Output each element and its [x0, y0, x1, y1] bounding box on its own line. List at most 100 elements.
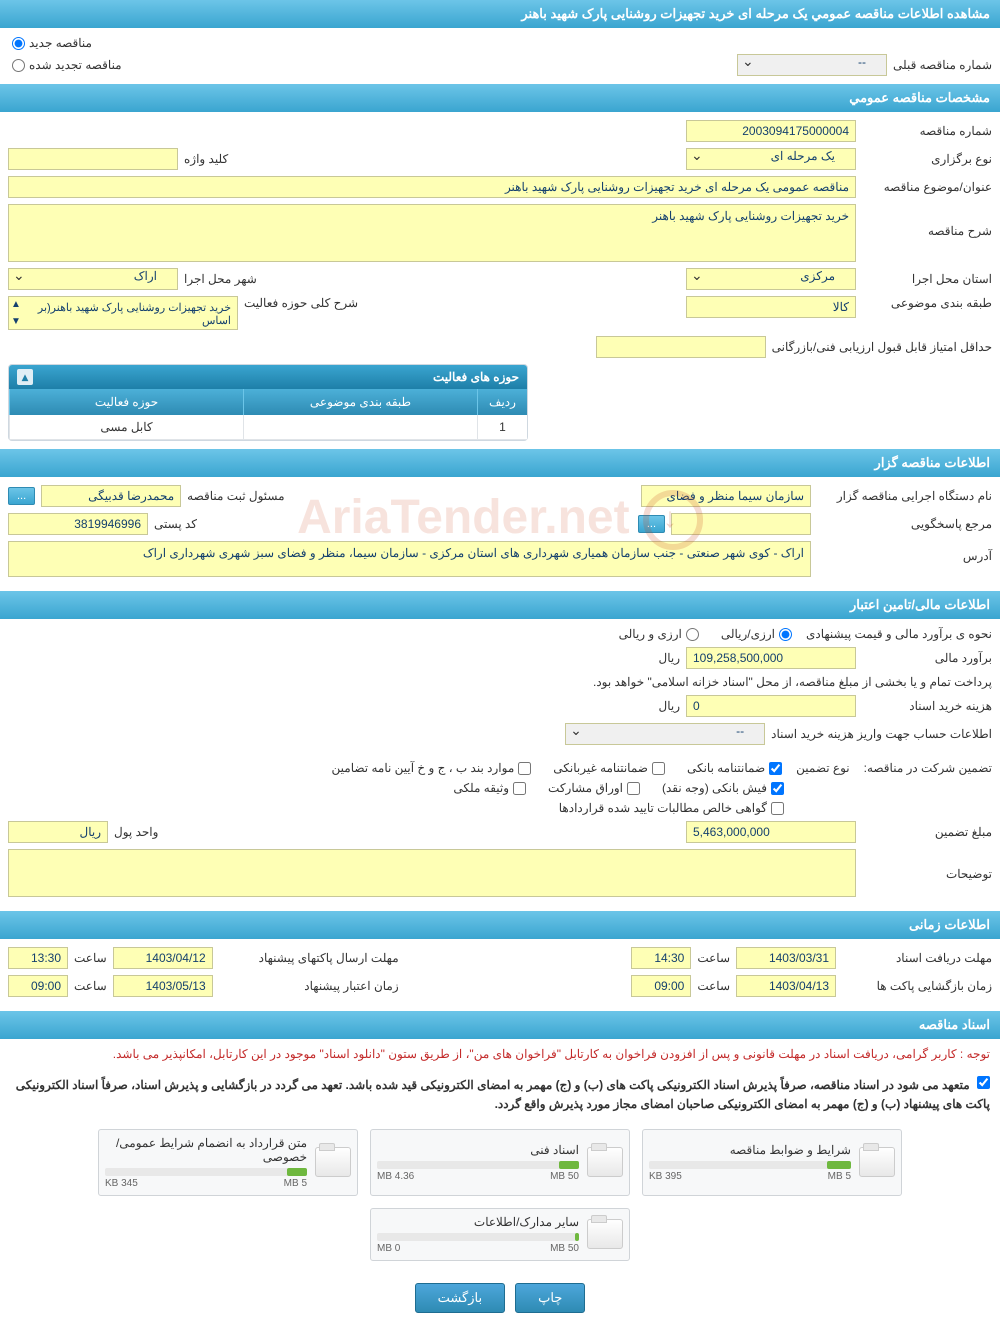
print-button[interactable]: چاپ [515, 1283, 585, 1313]
scroll-down-icon[interactable]: ▼ [11, 316, 21, 327]
submit-label: مهلت ارسال پاکتهای پیشنهاد [219, 951, 399, 965]
g-cash-check[interactable] [771, 782, 784, 795]
postal-field: 3819946996 [8, 513, 148, 535]
category-label: طبقه بندی موضوعی [862, 296, 992, 310]
open-time: 09:00 [631, 975, 691, 997]
cell-idx: 1 [477, 415, 527, 439]
guarantee-amount-label: مبلغ تضمین [862, 825, 992, 839]
file-title: شرایط و ضوابط مناقصه [649, 1143, 851, 1157]
org-label: نام دستگاه اجرایی مناقصه گزار [817, 489, 992, 503]
file-box-3[interactable]: سایر مدارک/اطلاعات 50 MB0 MB [370, 1208, 630, 1261]
activity-table-title: حوزه های فعالیت [433, 370, 519, 384]
page-title-bar: مشاهده اطلاعات مناقصه عمومي یک مرحله ای … [0, 0, 1000, 28]
scope-desc-field[interactable]: خرید تجهیزات روشنایی پارک شهید باهنر(بر … [8, 296, 238, 330]
validity-date: 1403/05/13 [113, 975, 213, 997]
guarantee-amount-field: 5,463,000,000 [686, 821, 856, 843]
estimate-method-label: نحوه ی برآورد مالی و قیمت پیشنهادی [806, 627, 992, 641]
org-field: سازمان سیما منظر و فضای [641, 485, 811, 507]
g-bank-check[interactable] [769, 762, 782, 775]
g-items-check[interactable] [518, 762, 531, 775]
section-docs: اسناد مناقصه [0, 1011, 1000, 1039]
registrar-field: محمدرضا قدبیگی [41, 485, 181, 507]
province-label: استان محل اجرا [862, 272, 992, 286]
account-label: اطلاعات حساب جهت واریز هزینه خرید اسناد [771, 727, 992, 741]
city-label: شهر محل اجرا [184, 272, 257, 286]
file-title: اسناد فنی [377, 1143, 579, 1157]
submit-time: 13:30 [8, 947, 68, 969]
section-general: مشخصات مناقصه عمومي [0, 84, 1000, 112]
file-title: سایر مدارک/اطلاعات [377, 1215, 579, 1229]
back-button[interactable]: بازگشت [415, 1283, 505, 1313]
g-receivables-check[interactable] [771, 802, 784, 815]
cell-category [243, 415, 477, 439]
province-select[interactable]: مرکزی [686, 268, 856, 290]
folder-icon [587, 1219, 623, 1249]
desc-label: شرح مناقصه [862, 204, 992, 238]
guarantee-type-label: نوع تضمین [796, 761, 849, 775]
folder-icon [315, 1147, 351, 1177]
folder-icon [859, 1147, 895, 1177]
hold-type-label: نوع برگزاری [862, 152, 992, 166]
doc-fee-label: هزینه خرید اسناد [862, 699, 992, 713]
method-fx-radio[interactable] [686, 628, 699, 641]
method-rial-radio[interactable] [779, 628, 792, 641]
col-row: ردیف [477, 389, 527, 415]
contact-label: مرجع پاسخگویی [817, 517, 992, 531]
file-box-0[interactable]: شرایط و ضوابط مناقصه 5 MB395 KB [642, 1129, 902, 1196]
keyword-field[interactable] [8, 148, 178, 170]
section-financial: اطلاعات مالی/تامین اعتبار [0, 591, 1000, 619]
section-timing: اطلاعات زمانی [0, 911, 1000, 939]
postal-label: کد پستی [154, 517, 197, 531]
desc-field: خرید تجهیزات روشنایی پارک شهید باهنر [8, 204, 856, 262]
keyword-label: کلید واژه [184, 152, 228, 166]
radio-renewed-label: مناقصه تجدید شده [29, 58, 122, 72]
registrar-more-button[interactable]: ... [8, 487, 35, 505]
estimate-label: برآورد مالی [862, 651, 992, 665]
sig-commit-check[interactable] [977, 1076, 990, 1089]
account-select[interactable]: -- [565, 723, 765, 745]
open-date: 1403/04/13 [736, 975, 836, 997]
prev-number-label: شماره مناقصه قبلی [893, 58, 992, 72]
g-bonds-check[interactable] [627, 782, 640, 795]
min-score-field [596, 336, 766, 358]
radio-renewed-input[interactable] [12, 59, 25, 72]
tender-number-field: 2003094175000004 [686, 120, 856, 142]
section-holder: اطلاعات مناقصه گزار [0, 449, 1000, 477]
subject-field: مناقصه عمومی یک مرحله ای خرید تجهیزات رو… [8, 176, 856, 198]
open-label: زمان بازگشایی پاکت ها [842, 979, 992, 993]
scope-desc-label: شرح کلی حوزه فعالیت [244, 296, 358, 310]
receive-time: 14:30 [631, 947, 691, 969]
files-grid: شرایط و ضوابط مناقصه 5 MB395 KB اسناد فن… [0, 1121, 1000, 1269]
folder-icon [587, 1147, 623, 1177]
treasury-note: پرداخت تمام و یا بخشی از مبلغ مناقصه، از… [593, 675, 992, 689]
hold-type-select[interactable]: یک مرحله ای [686, 148, 856, 170]
g-nonbank-check[interactable] [652, 762, 665, 775]
receive-date: 1403/03/31 [736, 947, 836, 969]
contact-more-button[interactable]: ... [638, 515, 665, 533]
unit-field: ریال [8, 821, 108, 843]
guarantee-prefix: تضمین شرکت در مناقصه: [864, 761, 992, 775]
notes-field [8, 849, 856, 897]
activity-table: حوزه های فعالیت ▴ ردیف طبقه بندی موضوعی … [8, 364, 528, 441]
notes-label: توضیحات [862, 849, 992, 881]
radio-new-tender[interactable]: مناقصه جدید [8, 36, 992, 50]
radio-new-input[interactable] [12, 37, 25, 50]
unit-label: واحد پول [114, 825, 158, 839]
registrar-label: مسئول ثبت مناقصه [187, 489, 284, 503]
receive-label: مهلت دریافت اسناد [842, 951, 992, 965]
docs-note-sig: متعهد می شود در اسناد مناقصه، صرفاً پذیر… [0, 1070, 1000, 1120]
currency-label: ریال [658, 651, 680, 665]
prev-number-select[interactable]: -- [737, 54, 887, 76]
min-score-label: حداقل امتیاز قابل قبول ارزیابی فنی/بازرگ… [772, 340, 992, 354]
scroll-up-icon[interactable]: ▲ [11, 299, 21, 310]
file-box-2[interactable]: متن قرارداد به انضمام شرایط عمومی/خصوصی … [98, 1129, 358, 1196]
cell-scope: کابل مسی [9, 415, 243, 439]
contact-field [671, 513, 811, 535]
g-property-check[interactable] [513, 782, 526, 795]
submit-date: 1403/04/12 [113, 947, 213, 969]
city-select[interactable]: اراک [8, 268, 178, 290]
address-label: آدرس [817, 541, 992, 563]
collapse-icon[interactable]: ▴ [17, 369, 33, 385]
file-box-1[interactable]: اسناد فنی 50 MB4.36 MB [370, 1129, 630, 1196]
radio-new-label: مناقصه جدید [29, 36, 92, 50]
